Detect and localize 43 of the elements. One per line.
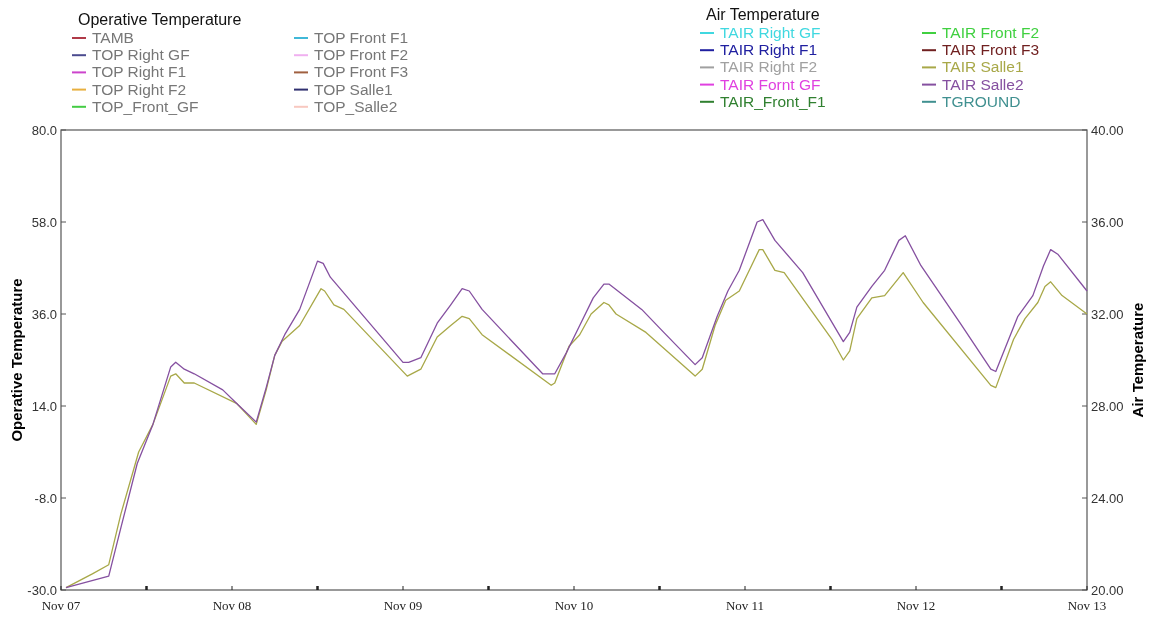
- legend-label: TOP Salle1: [314, 80, 393, 98]
- legend-label: TAIR Front F2: [942, 24, 1040, 41]
- x-tick-label: Nov 09: [383, 598, 423, 613]
- x-tick-label: Nov 08: [212, 598, 252, 613]
- y-tick-label: 80.0: [31, 123, 57, 138]
- y2-tick-label: 24.00: [1091, 491, 1124, 506]
- legend-label: TAIR_Front_F1: [720, 92, 826, 110]
- legend-label: TOP Front F1: [314, 29, 409, 46]
- y-tick-label: 36.0: [31, 307, 57, 322]
- y2-tick-label: 36.00: [1091, 215, 1124, 230]
- x-tick-label: Nov 07: [41, 598, 81, 613]
- x-tick-label: Nov 12: [896, 598, 936, 613]
- legend-label: TOP Right F1: [92, 63, 187, 81]
- legend-label: TOP Front F3: [314, 63, 409, 81]
- legend-label: TAIR Salle1: [942, 58, 1024, 76]
- legend-label: TAIR Right F1: [720, 41, 818, 59]
- x-tick-label: Nov 10: [554, 598, 594, 613]
- legend-label: TOP Right GF: [92, 46, 190, 64]
- legend-label: TAIR Right F2: [720, 58, 818, 76]
- y-tick-label: -30.0: [27, 583, 57, 598]
- y2-tick-label: 28.00: [1091, 399, 1124, 414]
- y-tick-label: 58.0: [31, 215, 57, 230]
- legend-label: TGROUND: [942, 92, 1021, 110]
- x-tick-label: Nov 13: [1067, 598, 1107, 613]
- legend-label: TOP Right F2: [92, 80, 187, 98]
- text: Operative Temperature: [78, 11, 242, 28]
- x-tick-label: Nov 11: [725, 598, 765, 613]
- y-tick-label: 14.0: [31, 399, 57, 414]
- legend-label: TOP Front F2: [314, 46, 409, 64]
- y2-axis-title: Air Temperature: [1129, 302, 1146, 418]
- y2-tick-label: 32.00: [1091, 307, 1124, 322]
- y2-tick-label: 20.00: [1091, 583, 1124, 598]
- text: Air Temperature: [706, 6, 820, 23]
- legend-label: TAIR Front F3: [942, 41, 1040, 59]
- y-axis-title: Operative Temperature: [8, 278, 25, 442]
- legend-label: TAIR Right GF: [720, 24, 821, 41]
- legend-label: TAMB: [92, 29, 134, 46]
- legend-label: TOP_Salle2: [314, 97, 398, 115]
- legend-label: TOP_Front_GF: [92, 97, 199, 115]
- y-tick-label: -8.0: [34, 491, 57, 506]
- legend-label: TAIR Salle2: [942, 75, 1024, 93]
- legend-label: TAIR Fornt GF: [720, 75, 821, 93]
- y2-tick-label: 40.00: [1091, 123, 1124, 138]
